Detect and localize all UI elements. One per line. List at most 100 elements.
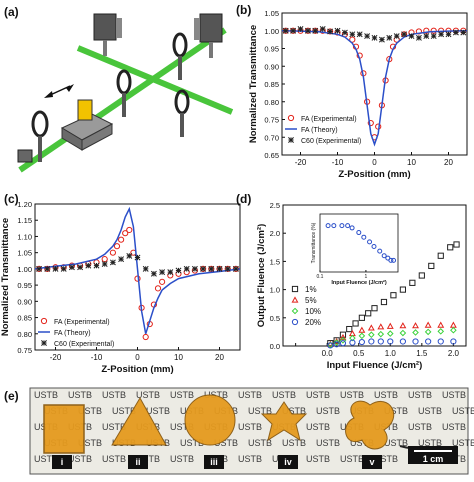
inset-data-point — [391, 257, 397, 263]
y-tick-label: 1.05 — [17, 249, 32, 258]
inset-data-point — [388, 257, 394, 263]
watermark-word: USTB — [340, 454, 364, 464]
watermark-word: USTB — [78, 438, 102, 448]
legend-marker — [41, 340, 47, 346]
inset-data-point — [356, 230, 362, 236]
y-tick-label: 2.5 — [270, 201, 280, 210]
data-point — [77, 264, 84, 271]
watermark-word: USTB — [350, 438, 374, 448]
data-point — [364, 33, 371, 40]
lens-ring-3 — [174, 89, 190, 137]
watermark-word: USTB — [34, 454, 58, 464]
sample-label-box — [52, 455, 72, 469]
watermark-word: USTB — [282, 406, 306, 416]
data-point — [365, 310, 372, 317]
data-point — [327, 28, 334, 35]
legend-marker — [291, 296, 299, 303]
y-tick-label: 0.90 — [264, 62, 279, 71]
data-point — [412, 338, 419, 345]
data-point — [126, 252, 133, 259]
watermark-word: USTB — [136, 390, 160, 400]
chart-d: 0.0 0.5 1.0 1.5 2.0 0.0 0.5 1.0 1.5 2.0 2.5 Input F… — [236, 192, 467, 371]
watermark-word: USTB — [68, 454, 92, 464]
watermark-word: USTB — [170, 390, 194, 400]
data-point — [319, 26, 326, 32]
watermark-word: USTB — [238, 454, 262, 464]
data-point — [339, 337, 347, 344]
data-point — [150, 270, 157, 277]
y-tick-label: 0.70 — [264, 133, 279, 142]
data-point — [390, 292, 397, 299]
legend-marker — [291, 285, 299, 293]
data-point — [358, 332, 366, 340]
data-point — [339, 340, 347, 347]
y-tick-label: 0.80 — [17, 330, 32, 339]
x-tick-label: 10 — [174, 353, 183, 362]
y-tick-label: 1.20 — [17, 200, 32, 209]
data-point — [358, 314, 365, 321]
detector-1 — [17, 149, 33, 163]
watermark-word: USTB — [374, 390, 398, 400]
data-point — [352, 320, 359, 327]
photo-background — [29, 387, 469, 475]
data-point — [408, 33, 415, 40]
data-point — [122, 230, 129, 237]
panel-label: (c) — [4, 192, 19, 206]
inset-data-point — [367, 239, 373, 245]
watermark-word: USTB — [238, 390, 262, 400]
data-point — [437, 328, 445, 335]
inset-y-axis-label: Transmittance (%) — [311, 222, 317, 263]
watermark-word: USTB — [214, 438, 238, 448]
y-tick-label: 2.0 — [270, 229, 280, 238]
y-tick-label: 1.00 — [17, 265, 32, 274]
data-point — [333, 337, 340, 344]
watermark-word: USTB — [102, 422, 126, 432]
legend-entry: FA (Experimental) — [301, 116, 357, 123]
laser-beam-branch — [76, 45, 234, 115]
data-point — [142, 333, 149, 341]
data-point — [368, 338, 375, 345]
data-point — [415, 34, 422, 41]
data-point — [399, 322, 407, 329]
y-tick-label: 0.85 — [264, 80, 279, 89]
chart-b: -20 -10 0 10 20 0.65 0.70 0.75 0.80 0.85 0.90 0.95 1… — [236, 3, 468, 180]
sample-label-box — [204, 455, 224, 469]
data-point — [134, 254, 141, 261]
data-point — [418, 272, 425, 279]
data-point — [339, 333, 347, 341]
data-point — [167, 269, 174, 276]
y-tick-label: 1.05 — [264, 9, 279, 18]
data-point — [386, 330, 394, 337]
y-tick-label: 0.80 — [264, 98, 279, 107]
inset-frame — [319, 213, 399, 273]
x-tick-label: 10 — [407, 158, 416, 167]
legend-entry: FA (Experimental) — [54, 319, 110, 326]
sample-label-ii: ii — [135, 457, 140, 467]
sample-circle — [184, 394, 236, 446]
data-point — [378, 36, 385, 43]
watermark-word: USTB — [374, 454, 398, 464]
watermark-word: USTB — [306, 422, 330, 432]
data-point — [424, 321, 432, 328]
data-point — [93, 262, 100, 269]
inset-data-point — [339, 223, 345, 229]
watermark-word: USTB — [384, 438, 408, 448]
watermark-word: USTB — [340, 390, 364, 400]
series-line — [34, 206, 241, 335]
legend-entry: FA (Theory) — [54, 330, 91, 337]
data-point — [399, 338, 406, 345]
watermark-word: USTB — [102, 454, 126, 464]
data-point — [438, 31, 445, 38]
data-point — [327, 340, 334, 347]
data-point — [341, 29, 348, 36]
data-point — [142, 265, 149, 272]
inset-data-point — [361, 234, 367, 240]
data-point — [368, 331, 375, 339]
lens-ring-2 — [116, 69, 132, 117]
panel-a-label: (a) — [4, 5, 19, 19]
mirror-mount-2 — [194, 13, 223, 58]
legend-entry: C60 (Experimental) — [301, 138, 361, 145]
series-star — [36, 252, 239, 277]
sample-star — [260, 401, 308, 442]
x-tick-label: 1.5 — [416, 349, 428, 358]
